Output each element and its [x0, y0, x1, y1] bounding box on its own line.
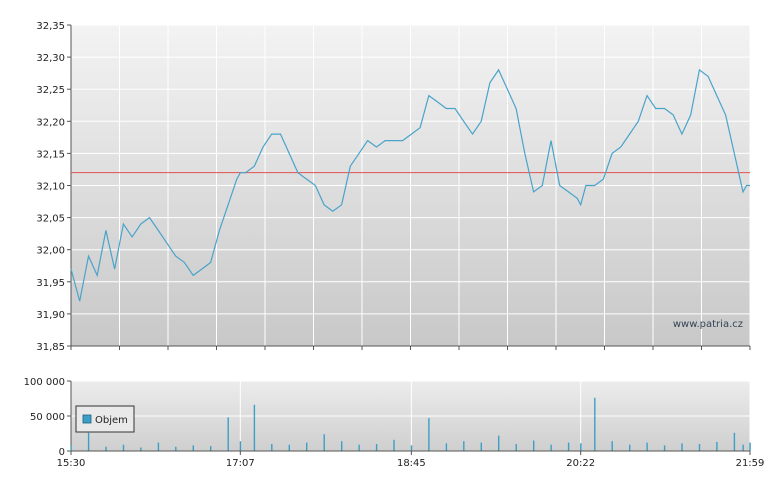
- volume-bar: [271, 444, 273, 451]
- volume-bar: [498, 435, 500, 451]
- volume-bar: [192, 445, 194, 451]
- volume-bar: [239, 441, 242, 451]
- price-y-tick-label: 32,10: [36, 182, 65, 193]
- volume-bar: [533, 440, 535, 451]
- volume-y-tick-label: 50 000: [30, 412, 65, 423]
- volume-bar: [227, 417, 229, 451]
- volume-bar: [716, 441, 718, 451]
- price-y-tick-label: 32,30: [36, 53, 65, 64]
- volume-bar: [341, 441, 343, 451]
- volume-bar: [306, 442, 308, 451]
- volume-bars: [70, 397, 751, 451]
- volume-bar: [550, 444, 552, 451]
- volume-bar: [210, 446, 212, 451]
- volume-bar: [358, 444, 360, 451]
- price-y-tick-label: 32,20: [36, 117, 65, 128]
- volume-bar: [611, 441, 613, 451]
- volume-bar: [698, 444, 701, 451]
- volume-bar: [122, 444, 125, 451]
- volume-bar: [681, 443, 683, 451]
- volume-bar: [253, 404, 256, 451]
- volume-x-tick-label: 20:22: [566, 458, 595, 469]
- volume-bar: [580, 443, 582, 451]
- volume-y-axis: 100 000 50 000 0: [24, 377, 72, 458]
- price-y-tick-label: 32,00: [36, 246, 65, 257]
- legend-label: Objem: [95, 415, 128, 426]
- legend-swatch: [82, 414, 92, 424]
- volume-bar: [480, 442, 482, 451]
- volume-bar: [515, 444, 517, 451]
- price-y-tick-label: 31,90: [36, 310, 65, 321]
- volume-bar: [646, 442, 648, 451]
- volume-bar: [157, 442, 160, 451]
- volume-x-axis: 15:30 17:07 18:45 20:22 21:59: [57, 450, 765, 469]
- volume-bar: [742, 444, 744, 451]
- volume-x-tick-label: 17:07: [226, 458, 255, 469]
- volume-bar: [288, 444, 290, 451]
- volume-bar: [323, 434, 325, 451]
- volume-bar: [663, 445, 666, 451]
- volume-y-tick-label: 0: [59, 447, 65, 458]
- volume-bar: [594, 397, 596, 451]
- volume-y-tick-label: 100 000: [24, 377, 65, 388]
- volume-bar: [463, 441, 465, 451]
- volume-bar: [445, 443, 448, 451]
- price-y-tick-label: 32,35: [36, 21, 65, 32]
- watermark-label: www.patria.cz: [673, 319, 743, 330]
- price-y-axis: 32,35 32,30 32,25 32,20 32,15 32,10 32,05 32,00…: [36, 21, 72, 353]
- price-y-tick-label: 32,05: [36, 214, 65, 225]
- price-y-tick-label: 31,95: [36, 278, 65, 289]
- volume-bar: [410, 445, 413, 451]
- price-y-tick-label: 32,15: [36, 149, 65, 160]
- volume-x-tick-label: 15:30: [57, 458, 86, 469]
- volume-bar: [749, 442, 751, 451]
- volume-bar: [105, 446, 107, 451]
- price-y-tick-label: 32,25: [36, 85, 65, 96]
- volume-bar: [87, 432, 90, 451]
- volume-x-tick-label: 18:45: [397, 458, 426, 469]
- price-x-ticks: [70, 345, 751, 350]
- volume-legend: Objem: [75, 405, 135, 433]
- volume-bar: [375, 444, 378, 451]
- volume-x-tick-label: 21:59: [736, 458, 765, 469]
- volume-bar: [175, 446, 177, 451]
- volume-bar: [629, 444, 631, 451]
- volume-bar: [70, 445, 72, 451]
- volume-bar: [733, 432, 736, 451]
- volume-bar: [140, 447, 142, 451]
- volume-bar: [393, 439, 395, 451]
- volume-bar: [567, 442, 570, 451]
- volume-bar: [428, 418, 430, 451]
- price-y-tick-label: 31,85: [36, 342, 65, 353]
- price-line-series: [70, 68, 750, 302]
